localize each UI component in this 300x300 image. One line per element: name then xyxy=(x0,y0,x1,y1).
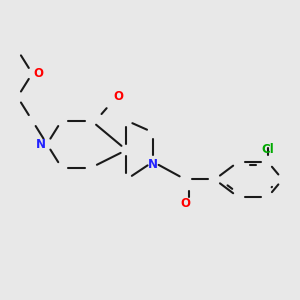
Text: O: O xyxy=(113,91,123,103)
Text: N: N xyxy=(35,138,46,151)
Text: O: O xyxy=(34,67,44,80)
Text: O: O xyxy=(180,197,190,210)
Text: Cl: Cl xyxy=(261,142,274,156)
Text: N: N xyxy=(148,158,158,171)
